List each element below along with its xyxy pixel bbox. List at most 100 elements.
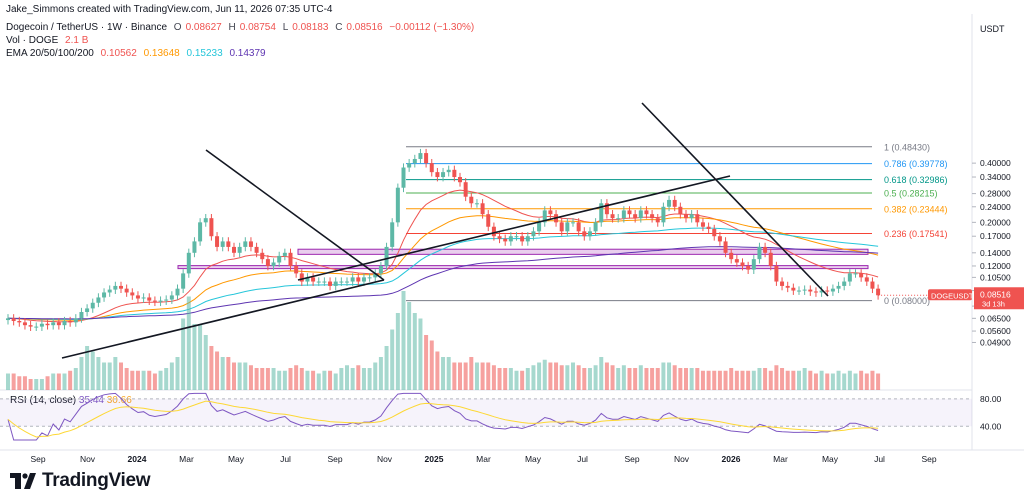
candle-body [864,277,869,282]
candle-body [870,281,875,289]
volume-bar [6,373,10,390]
volume-bar [508,368,513,390]
candle [667,195,672,212]
ema-label: EMA 20/50/100/200 [6,48,94,59]
candle-body [62,321,67,326]
candle-body [565,222,570,232]
candle-body [746,265,751,270]
time-tick-label: Sep [327,454,342,464]
candle [757,242,762,264]
volume-bar [554,362,559,390]
symbol-info-line: Dogecoin / TetherUS · 1W · Binance O 0.08… [6,22,478,33]
price-tick-label: 0.05600 [980,326,1011,336]
candle [520,232,525,246]
volume-bar [446,357,451,390]
volume-bar [424,335,429,390]
volume-bar [723,370,728,390]
candle-body [181,273,186,289]
candle-body [395,187,400,223]
volume-bar [661,362,666,390]
volume-bar [412,313,417,390]
volume-bar [486,362,491,390]
rsi-ma-line [7,400,879,438]
volume-bar [774,365,779,390]
candle-body [215,236,220,247]
volume-bar [684,368,688,390]
candle [147,293,152,305]
candle [672,195,677,212]
candle [717,232,722,246]
volume-bar [633,368,638,390]
candle-body [706,226,711,230]
candle [85,304,90,317]
volume-bar [311,370,316,390]
volume-bar [22,376,27,390]
candle-body [22,322,27,326]
ema-200-line [7,246,879,320]
volume-bar [836,370,841,390]
volume-bar [429,340,434,390]
candle [700,218,705,232]
candle [627,206,632,219]
fib-label-1: 1 (0.48430) [884,142,930,152]
candle [576,218,581,236]
volume-bar [627,368,632,390]
trendline-2 [205,149,385,281]
candle [491,222,496,241]
volume-bar [514,370,519,390]
candle-body [85,308,90,313]
candle [350,273,355,286]
volume-bar [729,368,734,390]
candle [130,288,135,300]
volume-info-line[interactable]: Vol · DOGE 2.1 B [6,35,92,46]
volume-bar [700,370,705,390]
candle-body [299,273,304,282]
volume-bar [186,296,191,390]
candle [684,210,688,223]
low-value: 0.08183 [292,22,329,33]
candle-body [135,295,140,299]
candle-body [198,222,203,242]
candle [469,192,474,208]
volume-bar [147,370,152,390]
candle-body [152,300,157,302]
volume-bar [164,368,169,390]
volume-bar [802,368,807,390]
candle [39,319,44,331]
candle-body [667,199,672,207]
candle-body [339,281,344,283]
candle-body [571,222,575,224]
candle [181,269,186,294]
candle [870,277,875,294]
volume-bar [333,373,338,390]
candle [288,248,293,271]
time-tick-label: 2025 [425,454,444,464]
volume-label: Vol · DOGE [6,35,59,46]
candle [486,210,491,232]
candle [158,296,163,307]
volume-bar [672,365,677,390]
candle-body [830,288,835,292]
rsi-label: RSI (14, close) [10,395,77,406]
candle [842,277,847,291]
candle-body [813,291,818,293]
candle [582,227,587,241]
volume-bar [706,370,711,390]
volume-bar [559,365,564,390]
candle [56,318,61,330]
current-price-label: 0.08516 [980,289,1011,299]
volume-bar [119,362,123,390]
symbol-name[interactable]: Dogecoin / TetherUS · 1W · Binance [6,22,168,33]
volume-bar [68,370,73,390]
ema-info-line[interactable]: EMA 20/50/100/200 0.10562 0.13648 0.1523… [6,48,270,59]
candle [435,167,440,182]
candle [616,214,621,223]
volume-bar [277,370,282,390]
candle [175,284,180,300]
candle-body [751,259,756,270]
candle [587,227,592,241]
volume-bar [785,370,790,390]
volume-bar [378,357,383,390]
candle [712,224,717,241]
